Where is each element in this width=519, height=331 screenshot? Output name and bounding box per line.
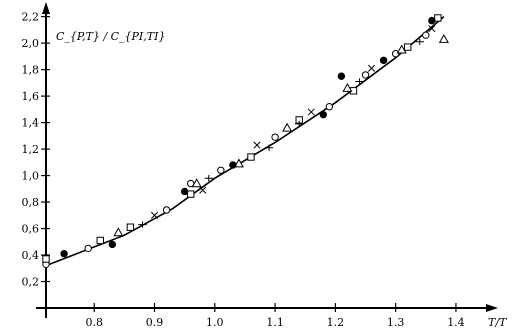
x-tick-label: 1.3 [387, 316, 405, 329]
data-point-square [404, 43, 412, 51]
y-tick-label: 1,8 [22, 64, 40, 77]
data-point-triangle [191, 178, 202, 188]
data-point-plus [355, 78, 364, 85]
data-point-plus [264, 144, 274, 151]
data-point-cross [428, 25, 436, 33]
y-tick-label: 2,2 [22, 11, 40, 24]
y-axis-label: C_{P,T} / C_{PI,TI} [56, 30, 165, 43]
x-axis-label: T/T [488, 316, 508, 329]
data-point-triangle [342, 82, 353, 92]
x-tick-label: 1.4 [447, 316, 465, 329]
y-tick-label: 0,8 [22, 196, 40, 209]
data-point-cross [150, 211, 159, 219]
data-point-plus [415, 38, 424, 46]
data-point-filled [60, 250, 68, 258]
y-tick-label: 1,6 [22, 90, 40, 103]
data-point-triangle [438, 33, 449, 43]
data-point-circle [422, 31, 430, 39]
data-point-plus [138, 221, 147, 228]
data-point-cross [253, 141, 261, 149]
data-point-filled [428, 16, 436, 25]
data-point-square [247, 153, 255, 161]
y-tick-label: 1,0 [22, 170, 40, 183]
y-tick-label: 0,6 [22, 223, 40, 236]
data-point-square [434, 14, 442, 22]
y-ticks: 0,2 0,4 0,6 0,8 1,0 1,2 1,4 1,6 1,8 2,0 2,2 [22, 11, 50, 289]
data-point-filled [229, 161, 237, 169]
data-point-filled [108, 240, 117, 249]
data-points [42, 14, 449, 268]
y-tick-label: 0,4 [22, 249, 40, 262]
data-point-circle [162, 206, 171, 214]
data-point-triangle [233, 158, 244, 168]
y-tick-label: 2,0 [22, 37, 40, 50]
data-point-circle [391, 50, 400, 58]
fit-line-group [45, 15, 445, 267]
data-point-plus [295, 120, 304, 128]
data-point-filled [337, 72, 346, 80]
data-point-cross [199, 186, 207, 194]
data-point-square [96, 236, 104, 245]
y-tick-label: 1,2 [22, 143, 40, 156]
data-point-filled [379, 56, 388, 65]
y-tick-label: 1,4 [22, 117, 40, 130]
data-point-square [126, 223, 135, 231]
data-point-plus [204, 175, 213, 182]
x-tick-label: 0.8 [85, 316, 103, 329]
x-axis-arrow [486, 304, 498, 312]
data-point-cross [367, 64, 376, 72]
x-tick-label: 1.1 [266, 316, 284, 329]
x-tick-label: 1.2 [327, 316, 345, 329]
data-point-circle [84, 244, 92, 253]
data-point-filled [180, 187, 189, 196]
data-point-circle [271, 133, 279, 141]
data-point-triangle [396, 44, 407, 54]
data-point-cross [307, 108, 315, 116]
fit-line [45, 15, 445, 267]
data-point-triangle [113, 227, 124, 237]
x-tick-label: 1.0 [206, 316, 224, 329]
x-ticks: 0.8 0.9 1.0 1.1 1.2 1.3 1.4 [85, 303, 465, 329]
data-point-circle [361, 71, 370, 79]
x-tick-label: 0.9 [146, 316, 164, 329]
axes [36, 2, 498, 318]
data-point-filled [319, 110, 328, 119]
y-axis-arrow [42, 2, 50, 14]
y-tick-label: 0,2 [22, 276, 40, 289]
data-point-circle [325, 103, 334, 111]
data-point-circle [217, 166, 225, 174]
data-point-square [186, 190, 195, 198]
data-point-square [42, 255, 50, 263]
data-point-triangle [282, 122, 293, 132]
